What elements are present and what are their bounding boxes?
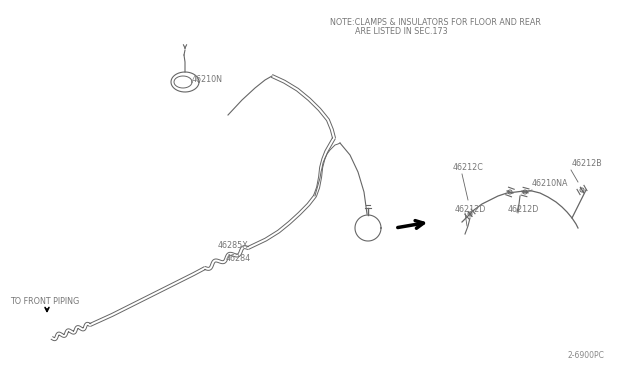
Text: 2-6900PC: 2-6900PC: [568, 351, 605, 360]
Text: 46284: 46284: [226, 254, 251, 263]
Text: 46212C: 46212C: [453, 163, 484, 172]
Text: 46210NA: 46210NA: [532, 179, 568, 188]
Text: ARE LISTED IN SEC.173: ARE LISTED IN SEC.173: [355, 27, 447, 36]
Text: 46285X: 46285X: [218, 241, 249, 250]
Text: 46212B: 46212B: [572, 159, 603, 168]
Text: 46212D: 46212D: [455, 205, 486, 214]
Text: 46212D: 46212D: [508, 205, 540, 214]
Text: NOTE:CLAMPS & INSULATORS FOR FLOOR AND REAR: NOTE:CLAMPS & INSULATORS FOR FLOOR AND R…: [330, 18, 541, 27]
Text: 46210N: 46210N: [192, 75, 223, 84]
Text: TO FRONT PIPING: TO FRONT PIPING: [10, 297, 79, 306]
